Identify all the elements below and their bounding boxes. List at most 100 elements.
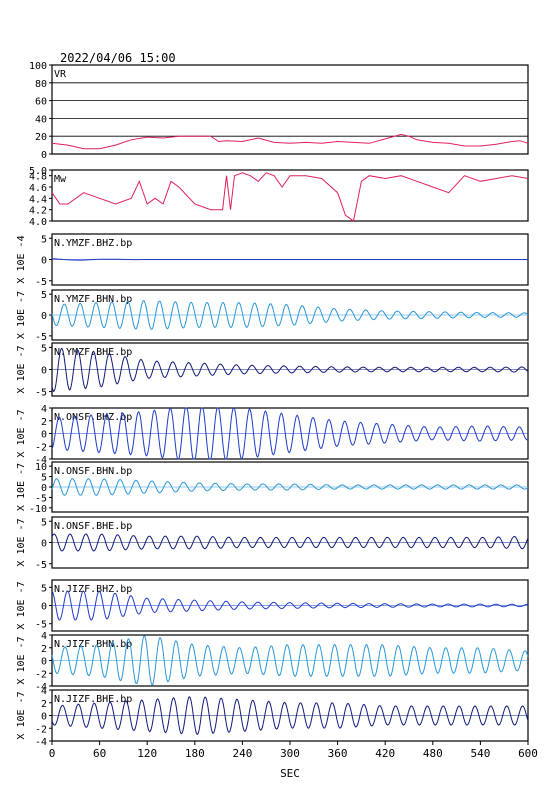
y-tick-label: 4.0 bbox=[29, 217, 47, 228]
y-tick-label: 5 bbox=[41, 290, 47, 301]
y-tick-label: 5 bbox=[41, 473, 47, 484]
y-tick-label: 0 bbox=[41, 150, 47, 161]
y-tick-label: -10 bbox=[29, 504, 47, 515]
y-tick-label: -5 bbox=[35, 620, 47, 631]
series-line bbox=[51, 590, 528, 621]
y-tick-label: 5 bbox=[41, 517, 47, 528]
y-tick-label: 4.4 bbox=[29, 194, 47, 205]
y-tick-label: 60 bbox=[35, 97, 47, 108]
y-tick-label: 5 bbox=[41, 343, 47, 354]
y-tick-label: 4.6 bbox=[29, 183, 47, 194]
series-name: N.JIZF.BHE.bp bbox=[54, 694, 132, 705]
y-tick-label: -5 bbox=[35, 388, 47, 399]
panel-frame bbox=[51, 64, 529, 155]
y-tick-label: -5 bbox=[35, 332, 47, 343]
panel-mw: 5.04.84.64.44.24.0 Mw bbox=[29, 166, 529, 228]
panel-onsf-bhe: 5 0 -5 N.ONSF.BHE.bp X 10E -7 bbox=[16, 516, 529, 571]
x-tick-label: 360 bbox=[328, 747, 348, 760]
y-tick-label: -5 bbox=[35, 560, 47, 571]
x-axis-label: SEC bbox=[280, 767, 300, 780]
y-tick-label: 4 bbox=[41, 686, 47, 697]
panel-jizf-bhz: 5 0 -5 N.JIZF.BHZ.bp X 10E -7 bbox=[16, 579, 529, 632]
y-tick-label: 2 bbox=[41, 699, 47, 710]
y-tick-label: 0 bbox=[41, 430, 47, 441]
x-tick-label: 240 bbox=[232, 747, 252, 760]
panel-onsf-bhz: 4 2 0-2 -4 N.ONSF.BHZ.bp X 10E -7 bbox=[16, 404, 529, 466]
series-line bbox=[51, 258, 528, 261]
y-tick-label: 0 bbox=[41, 602, 47, 613]
y-tick-label: 0 bbox=[41, 366, 47, 377]
y-tick-label: 100 bbox=[29, 61, 47, 72]
y-tick-label: 0 bbox=[41, 657, 47, 668]
series-name: N.JIZF.BHN.bp bbox=[54, 639, 132, 650]
y-axis-label: X 10E -7 bbox=[16, 409, 27, 457]
y-tick-label: 4.2 bbox=[29, 206, 47, 217]
y-tick-label: -2 bbox=[35, 669, 47, 680]
y-tick-label: -4 bbox=[35, 455, 47, 466]
series-name: N.ONSF.BHN.bp bbox=[54, 466, 132, 477]
x-tick-label: 420 bbox=[375, 747, 395, 760]
series-line bbox=[51, 533, 529, 552]
x-tick-label: 0 bbox=[49, 747, 56, 760]
y-tick-label: -5 bbox=[35, 277, 47, 288]
x-tick-label: 300 bbox=[280, 747, 300, 760]
x-tick-label: 480 bbox=[423, 747, 443, 760]
y-tick-label: 2 bbox=[41, 417, 47, 428]
datetime-label: 2022/04/06 15:00 bbox=[60, 51, 176, 65]
y-tick-label: 2 bbox=[41, 644, 47, 655]
series-name: N.YMZF.BHN.bp bbox=[54, 294, 132, 305]
panel-frame bbox=[51, 169, 529, 222]
y-tick-label: -2 bbox=[35, 724, 47, 735]
panel-vr: 100 80 60 40 20 0 VR bbox=[29, 61, 529, 161]
y-tick-label: -4 bbox=[35, 682, 47, 693]
series-line bbox=[51, 300, 529, 330]
y-tick-label: 4 bbox=[41, 404, 47, 415]
panel-jizf-bhn: 4 2 0-2 -4 N.JIZF.BHN.bp X 10E -7 bbox=[16, 631, 529, 693]
panel-jizf-bhe: 4 2 0-2 -4 N.JIZF.BHE.bp X 10E -7 bbox=[16, 686, 529, 748]
series-name: N.ONSF.BHE.bp bbox=[54, 521, 132, 532]
y-tick-label: -4 bbox=[35, 737, 47, 748]
y-tick-label: 5 bbox=[41, 583, 47, 594]
y-axis-label: X 10E -7 bbox=[16, 691, 27, 739]
series-name: N.ONSF.BHZ.bp bbox=[54, 412, 132, 423]
series-line bbox=[51, 696, 529, 736]
y-tick-label: 0 bbox=[41, 483, 47, 494]
y-tick-label: 5.0 bbox=[29, 166, 47, 177]
series-name: N.YMZF.BHZ.bp bbox=[54, 238, 132, 249]
y-tick-label: 5 bbox=[41, 234, 47, 245]
y-axis-label: X 10E -7 bbox=[16, 463, 27, 511]
series-line bbox=[51, 133, 529, 150]
y-axis-label: X 10E -7 bbox=[16, 291, 27, 339]
y-tick-label: 0 bbox=[41, 712, 47, 723]
panel-ymzf-bhz: 5 0 -5 N.YMZF.BHZ.bp X 10E -4 bbox=[16, 233, 529, 288]
y-tick-label: 0 bbox=[41, 311, 47, 322]
series-line bbox=[51, 635, 529, 686]
y-axis-label: X 10E -7 bbox=[16, 345, 27, 393]
x-tick-label: 120 bbox=[137, 747, 157, 760]
y-tick-label: 40 bbox=[35, 114, 47, 125]
y-tick-label: 20 bbox=[35, 132, 47, 143]
x-tick-label: 60 bbox=[93, 747, 106, 760]
y-axis-label: X 10E -4 bbox=[16, 235, 27, 283]
series-line bbox=[51, 407, 529, 460]
y-axis-label: X 10E -7 bbox=[16, 581, 27, 629]
series-name: Mw bbox=[54, 174, 67, 185]
y-tick-label: -5 bbox=[35, 493, 47, 504]
x-tick-label: 540 bbox=[470, 747, 490, 760]
x-tick-label: 180 bbox=[185, 747, 205, 760]
y-axis-label: X 10E -7 bbox=[16, 636, 27, 684]
series-line bbox=[51, 347, 529, 393]
y-tick-label: 80 bbox=[35, 79, 47, 90]
series-name: VR bbox=[54, 69, 67, 80]
x-tick-label: 600 bbox=[518, 747, 538, 760]
y-tick-label: 10 bbox=[35, 462, 47, 473]
y-tick-label: -2 bbox=[35, 442, 47, 453]
panel-ymzf-bhn: 5 0 -5 N.YMZF.BHN.bp X 10E -7 bbox=[16, 289, 529, 343]
y-tick-label: 0 bbox=[41, 539, 47, 550]
y-tick-label: 0 bbox=[41, 256, 47, 267]
y-tick-label: 4.8 bbox=[29, 172, 47, 183]
series-line bbox=[51, 172, 529, 222]
